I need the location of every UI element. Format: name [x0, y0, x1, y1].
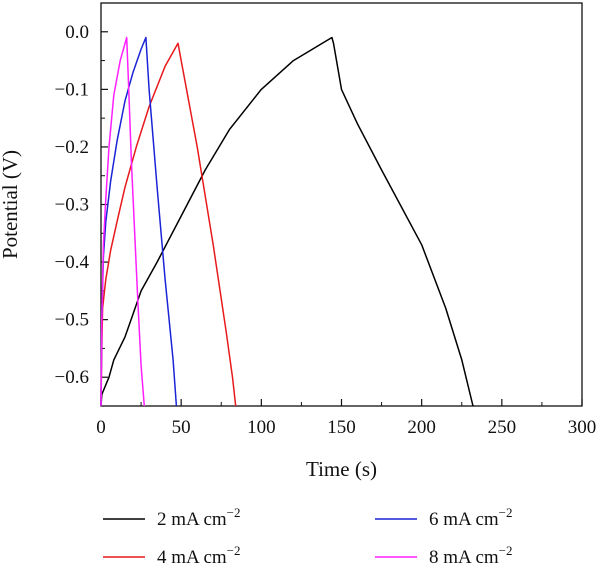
- legend-label-text: 8 mA cm: [429, 547, 499, 568]
- legend-label-exponent: −2: [227, 543, 241, 558]
- legend-label-text: 4 mA cm: [157, 547, 227, 568]
- legend-label-text: 2 mA cm: [157, 509, 227, 530]
- legend-label-1: 2 mA cm−2: [157, 505, 241, 530]
- y-tick-label: −0.2: [55, 137, 89, 158]
- series-layer: [100, 36, 474, 407]
- legend-label-4: 8 mA cm−2: [429, 543, 513, 568]
- legend: 2 mA cm−24 mA cm−26 mA cm−28 mA cm−2: [103, 505, 513, 568]
- legend-label-exponent: −2: [227, 505, 241, 520]
- plot-frame: [100, 2, 583, 407]
- x-axis-label: Time (s): [306, 457, 377, 481]
- plot-area: 0 50 100 150 200 250 300 0.0 −0.1 −0.2 −0.3 −0.4 −0…: [55, 2, 596, 438]
- legend-label-exponent: −2: [499, 505, 513, 520]
- legend-label-3: 6 mA cm−2: [429, 505, 513, 530]
- x-tick-label: 200: [407, 417, 436, 438]
- y-tick-label: −0.6: [55, 367, 89, 388]
- legend-label-2: 4 mA cm−2: [157, 543, 241, 568]
- y-tick-label: −0.1: [55, 79, 89, 100]
- legend-label-exponent: −2: [499, 543, 513, 558]
- series-line-1: [100, 36, 474, 407]
- series-line-3: [100, 36, 178, 407]
- y-tick-label: −0.5: [55, 310, 89, 331]
- y-tick-label: 0.0: [65, 22, 89, 43]
- x-axis: 0 50 100 150 200 250 300: [96, 399, 596, 438]
- x-tick-label: 150: [327, 417, 356, 438]
- y-axis: 0.0 −0.1 −0.2 −0.3 −0.4 −0.5 −0.6: [55, 2, 108, 407]
- y-tick-label: −0.3: [55, 195, 89, 216]
- series-line-4: [100, 36, 146, 407]
- series-line-2: [100, 42, 237, 407]
- x-tick-label: 50: [172, 417, 191, 438]
- legend-label-text: 6 mA cm: [429, 509, 499, 530]
- y-tick-label: −0.4: [55, 252, 90, 273]
- y-axis-label: Potential (V): [0, 150, 22, 259]
- x-tick-label: 100: [247, 417, 276, 438]
- x-tick-label: 0: [96, 417, 106, 438]
- x-tick-label: 300: [568, 417, 597, 438]
- x-tick-label: 250: [488, 417, 517, 438]
